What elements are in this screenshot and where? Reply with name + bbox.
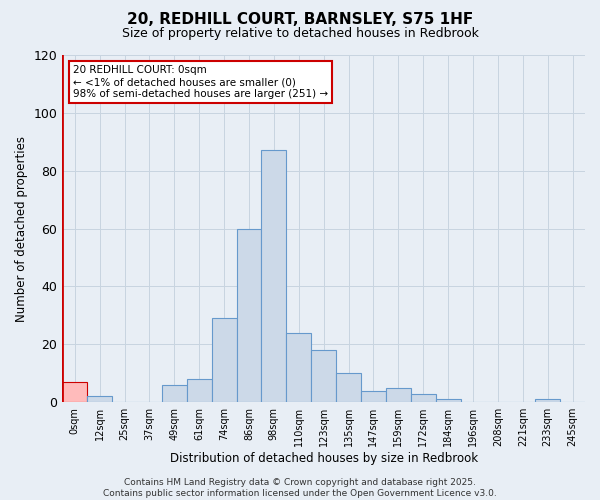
- Bar: [187, 379, 212, 402]
- Bar: [411, 394, 436, 402]
- Bar: [162, 385, 187, 402]
- Bar: [436, 400, 461, 402]
- Bar: [386, 388, 411, 402]
- Bar: [286, 333, 311, 402]
- Bar: [62, 382, 87, 402]
- Text: 20 REDHILL COURT: 0sqm
← <1% of detached houses are smaller (0)
98% of semi-deta: 20 REDHILL COURT: 0sqm ← <1% of detached…: [73, 66, 328, 98]
- X-axis label: Distribution of detached houses by size in Redbrook: Distribution of detached houses by size …: [170, 452, 478, 465]
- Bar: [535, 400, 560, 402]
- Text: Contains HM Land Registry data © Crown copyright and database right 2025.
Contai: Contains HM Land Registry data © Crown c…: [103, 478, 497, 498]
- Text: 20, REDHILL COURT, BARNSLEY, S75 1HF: 20, REDHILL COURT, BARNSLEY, S75 1HF: [127, 12, 473, 28]
- Y-axis label: Number of detached properties: Number of detached properties: [15, 136, 28, 322]
- Bar: [336, 374, 361, 402]
- Text: Size of property relative to detached houses in Redbrook: Size of property relative to detached ho…: [122, 28, 478, 40]
- Bar: [212, 318, 236, 402]
- Bar: [87, 396, 112, 402]
- Bar: [361, 390, 386, 402]
- Bar: [236, 228, 262, 402]
- Bar: [262, 150, 286, 402]
- Bar: [311, 350, 336, 402]
